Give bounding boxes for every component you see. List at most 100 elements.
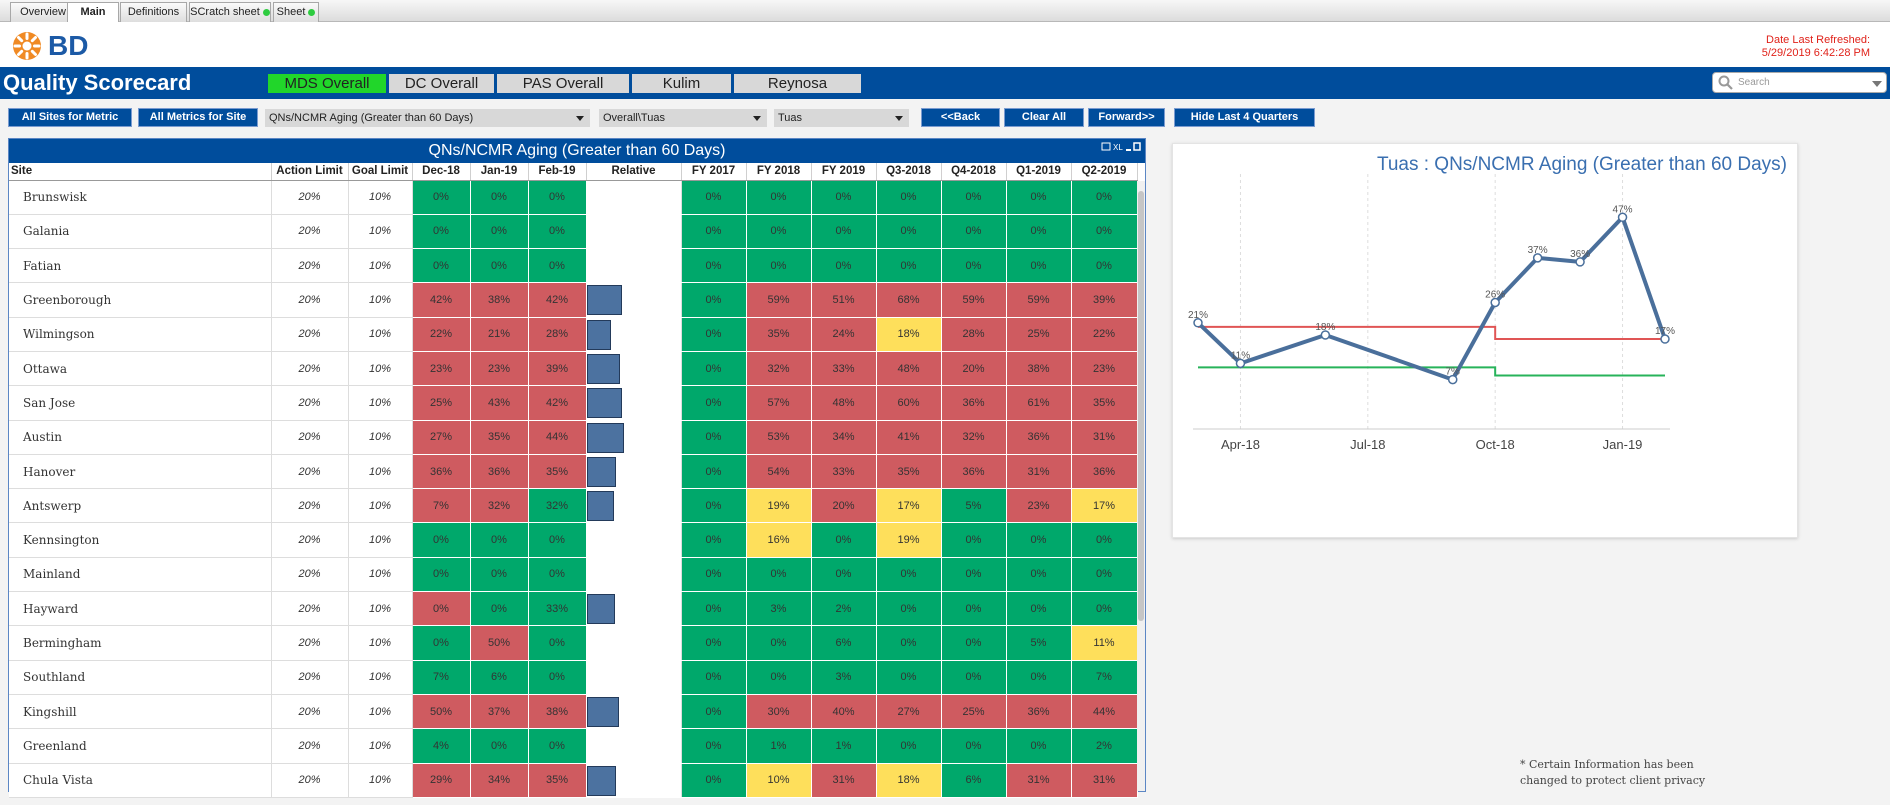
table-row[interactable]: Greenland 20% 10% 4% 0% 0% 0% 1% 1% 0% 0% 0% 2%	[9, 728, 1138, 764]
period-value-cell: 0%	[681, 317, 747, 352]
table-row[interactable]: Hayward 20% 10% 0% 0% 33% 0% 3% 2% 0% 0% 0% 0%	[9, 591, 1138, 627]
clear-all-button[interactable]: Clear All	[1004, 108, 1084, 127]
site-name[interactable]: Chula Vista	[9, 763, 272, 798]
table-row[interactable]: Galania 20% 10% 0% 0% 0% 0% 0% 0% 0% 0% 0% 0%	[9, 214, 1138, 250]
data-point[interactable]	[1575, 257, 1585, 267]
tab-overview[interactable]: Overview	[10, 2, 76, 22]
forward-button[interactable]: Forward>>	[1088, 108, 1165, 127]
tab-main[interactable]: Main	[67, 2, 119, 23]
table-row[interactable]: Antswerp 20% 10% 7% 32% 32% 0% 19% 20% 17% 5% 23% 17…	[9, 488, 1138, 524]
page-tab-dc-overall[interactable]: DC Overall	[389, 74, 494, 93]
search-box[interactable]: Search	[1712, 72, 1887, 93]
site-name[interactable]: Bermingham	[9, 625, 272, 661]
column-header-q3-2018[interactable]: Q3-2018	[876, 163, 942, 181]
period-value-cell: 5%	[941, 488, 1007, 524]
table-row[interactable]: Kingshill 20% 10% 50% 37% 38% 0% 30% 40% 27% 25% 36…	[9, 694, 1138, 730]
period-value-cell: 0%	[876, 214, 942, 250]
table-row[interactable]: Brunswisk 20% 10% 0% 0% 0% 0% 0% 0% 0% 0% 0% 0%	[9, 180, 1138, 215]
hide-last-4-quarters-button[interactable]: Hide Last 4 Quarters	[1174, 108, 1315, 127]
column-header-action-limit[interactable]: Action Limit	[271, 163, 349, 181]
site-name[interactable]: Hanover	[9, 454, 272, 490]
page-tab-reynosa[interactable]: Reynosa	[734, 74, 861, 93]
column-header-q2-2019[interactable]: Q2-2019	[1071, 163, 1138, 181]
data-point[interactable]	[1235, 358, 1246, 369]
table-row[interactable]: Mainland 20% 10% 0% 0% 0% 0% 0% 0% 0% 0% 0% 0%	[9, 557, 1138, 593]
site-name[interactable]: Kennsington	[9, 522, 272, 558]
back-button[interactable]: <<Back	[921, 108, 1000, 127]
page-tab-mds-overall[interactable]: MDS Overall	[268, 74, 386, 93]
table-row[interactable]: Kennsington 20% 10% 0% 0% 0% 0% 16% 0% 19% 0% 0% 0%	[9, 522, 1138, 558]
column-header-fy-2017[interactable]: FY 2017	[681, 163, 747, 181]
period-value-cell: 1%	[746, 728, 812, 764]
search-dropdown-icon[interactable]	[1872, 81, 1882, 87]
site-name[interactable]: Kingshill	[9, 694, 272, 730]
table-row[interactable]: Southland 20% 10% 7% 6% 0% 0% 0% 3% 0% 0% 0% 7%	[9, 660, 1138, 695]
column-header-fy-2018[interactable]: FY 2018	[746, 163, 812, 181]
column-header-jan-19[interactable]: Jan-19	[470, 163, 529, 181]
action-limit-cell: 20%	[271, 522, 349, 558]
column-header-goal-limit[interactable]: Goal Limit	[348, 163, 413, 181]
site-name[interactable]: Wilmingson	[9, 317, 272, 352]
metric-select[interactable]: QNs/NCMR Aging (Greater than 60 Days)	[265, 109, 590, 127]
period-value-cell: 36%	[941, 385, 1007, 421]
site-name[interactable]: Austin	[9, 420, 272, 455]
tab-scratch-sheet[interactable]: SCratch sheet	[189, 2, 271, 22]
table-row[interactable]: Fatian 20% 10% 0% 0% 0% 0% 0% 0% 0% 0% 0% 0%	[9, 248, 1138, 284]
column-header-q1-2019[interactable]: Q1-2019	[1006, 163, 1072, 181]
table-scrollbar[interactable]	[1137, 181, 1145, 791]
site-name[interactable]: Hayward	[9, 591, 272, 627]
site-name[interactable]: Fatian	[9, 248, 272, 284]
column-header-relative[interactable]: Relative	[586, 163, 682, 181]
tab-sheet[interactable]: Sheet	[273, 2, 319, 22]
table-row[interactable]: San Jose 20% 10% 25% 43% 42% 0% 57% 48% 60% 36% 61%…	[9, 385, 1138, 421]
site-name[interactable]: Greenland	[9, 728, 272, 764]
site-name[interactable]: Brunswisk	[9, 180, 272, 215]
period-value-cell: 0%	[681, 557, 747, 593]
page-tab-kulim[interactable]: Kulim	[632, 74, 731, 93]
period-value-cell: 36%	[941, 454, 1007, 490]
site-name[interactable]: Greenborough	[9, 282, 272, 318]
data-point[interactable]	[1447, 374, 1458, 385]
site-select[interactable]: Tuas	[774, 109, 909, 127]
column-header-q4-2018[interactable]: Q4-2018	[941, 163, 1007, 181]
column-header-fy-2019[interactable]: FY 2019	[811, 163, 877, 181]
scrollbar-thumb[interactable]	[1138, 191, 1144, 621]
data-point[interactable]	[1193, 318, 1203, 328]
monthly-value-cell: 35%	[470, 420, 529, 455]
panel-controls[interactable]: XL	[1101, 141, 1141, 156]
table-row[interactable]: Wilmingson 20% 10% 22% 21% 28% 0% 35% 24% 18% 28% 2…	[9, 317, 1138, 352]
site-name[interactable]: Ottawa	[9, 351, 272, 387]
data-point[interactable]	[1660, 334, 1670, 344]
site-name[interactable]: Mainland	[9, 557, 272, 593]
table-row[interactable]: Ottawa 20% 10% 23% 23% 39% 0% 32% 33% 48% 20% 38% 23…	[9, 351, 1138, 387]
site-name[interactable]: Galania	[9, 214, 272, 250]
monthly-value-cell: 21%	[470, 317, 529, 352]
data-point[interactable]	[1617, 212, 1628, 223]
print-xl-minimize-maximize-icon[interactable]: XL	[1101, 141, 1141, 153]
column-header-dec-18[interactable]: Dec-18	[412, 163, 471, 181]
table-row[interactable]: Bermingham 20% 10% 0% 50% 0% 0% 0% 6% 0% 0% 5% 11%	[9, 625, 1138, 661]
page-tab-pas-overall[interactable]: PAS Overall	[497, 74, 629, 93]
tab-definitions[interactable]: Definitions	[120, 2, 187, 22]
date-last-refreshed: Date Last Refreshed: 5/29/2019 6:42:28 P…	[1762, 34, 1870, 60]
data-point[interactable]	[1532, 253, 1543, 263]
data-point[interactable]	[1490, 297, 1500, 308]
all-metrics-for-site-button[interactable]: All Metrics for Site	[138, 108, 258, 127]
table-row[interactable]: Greenborough 20% 10% 42% 38% 42% 0% 59% 51% 68% 59…	[9, 282, 1138, 318]
column-header-site[interactable]: Site	[9, 163, 272, 181]
all-sites-for-metric-button[interactable]: All Sites for Metric	[8, 108, 132, 127]
site-name[interactable]: San Jose	[9, 385, 272, 421]
data-point[interactable]	[1320, 330, 1331, 340]
data-label: 21%	[1188, 310, 1208, 321]
bd-logo: BD	[12, 30, 88, 62]
table-row[interactable]: Hanover 20% 10% 36% 36% 35% 0% 54% 33% 35% 36% 31% 3…	[9, 454, 1138, 490]
period-value-cell: 0%	[1006, 728, 1072, 764]
site-name[interactable]: Southland	[9, 660, 272, 695]
table-row[interactable]: Chula Vista 20% 10% 29% 34% 35% 0% 10% 31% 18% 6% 3…	[9, 763, 1138, 798]
period-value-cell: 51%	[811, 282, 877, 318]
column-header-feb-19[interactable]: Feb-19	[528, 163, 587, 181]
monthly-value-cell: 0%	[528, 557, 587, 593]
site-name[interactable]: Antswerp	[9, 488, 272, 524]
scope-select[interactable]: Overall\Tuas	[599, 109, 767, 127]
table-row[interactable]: Austin 20% 10% 27% 35% 44% 0% 53% 34% 41% 32% 36% 31…	[9, 420, 1138, 455]
